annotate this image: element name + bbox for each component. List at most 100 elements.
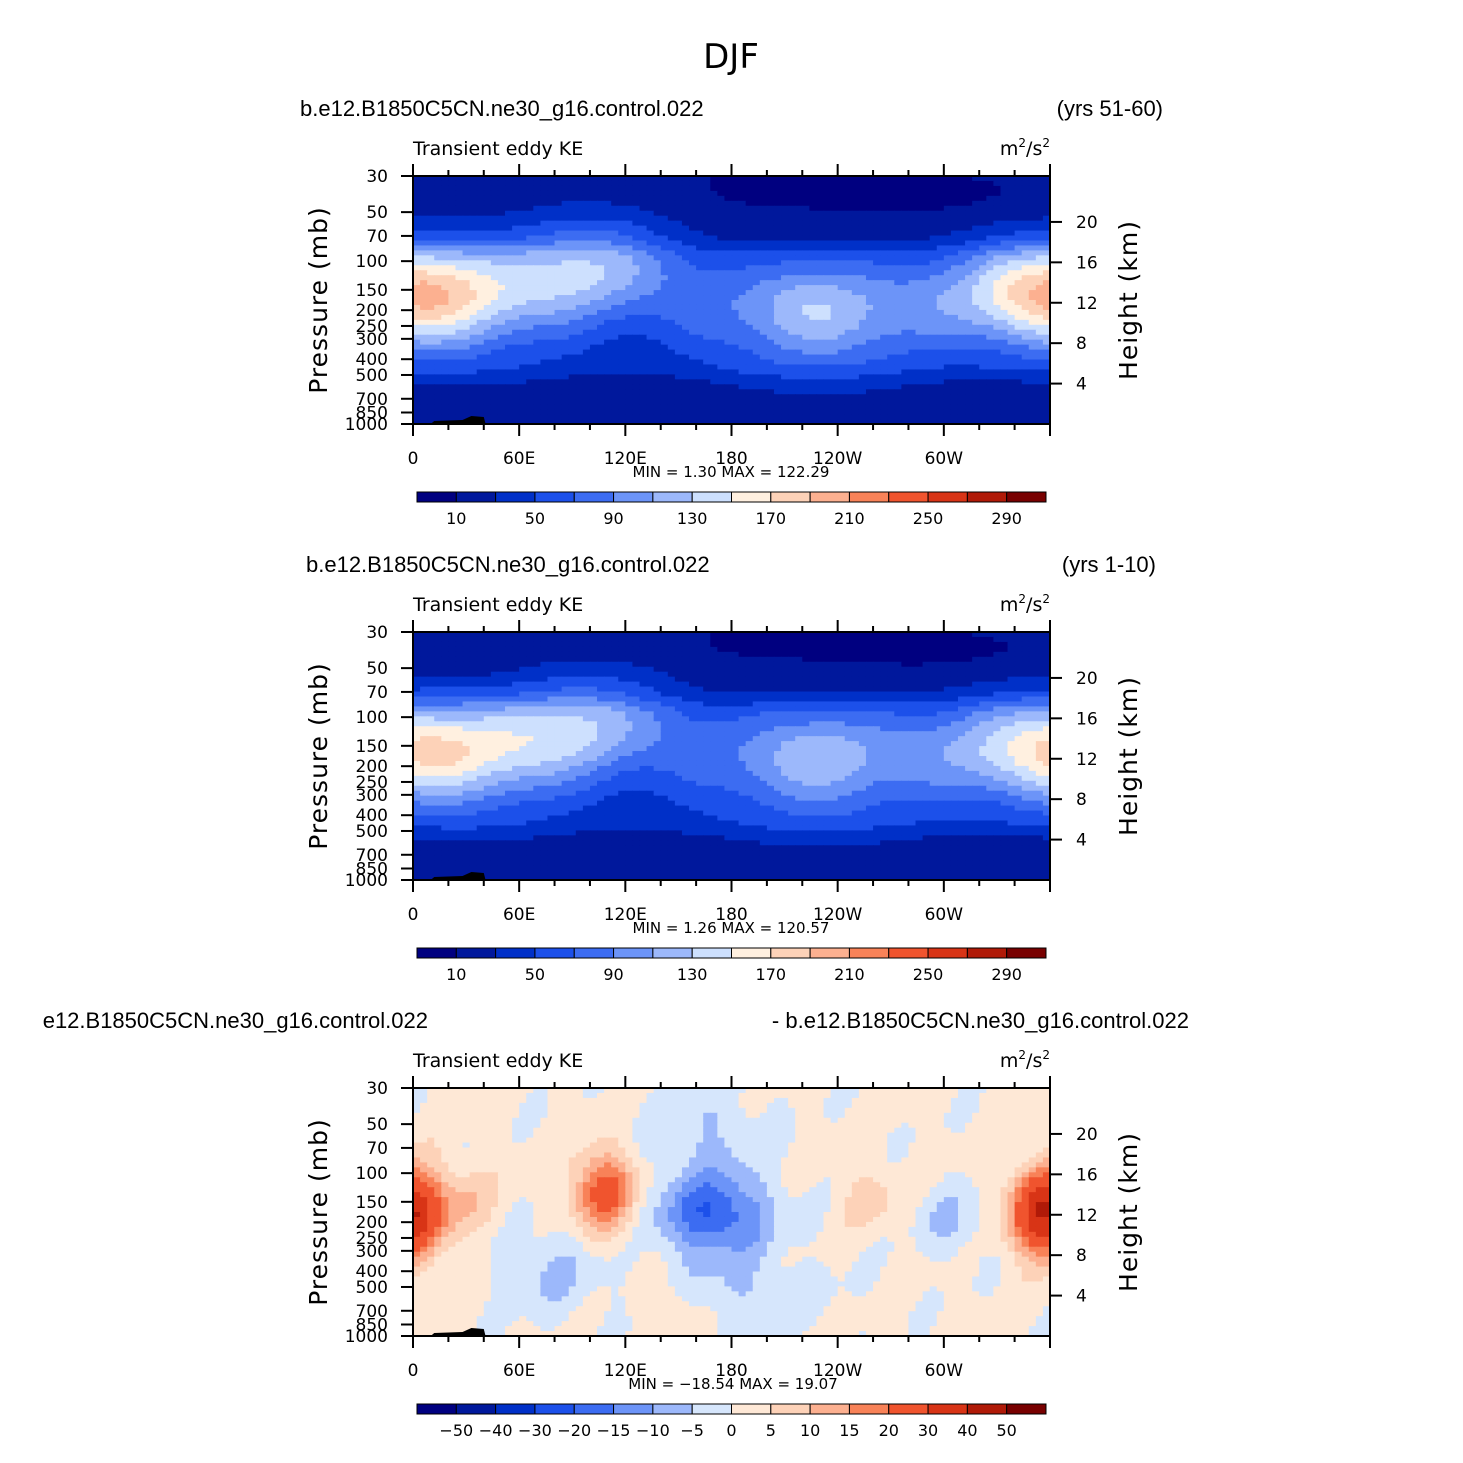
heatmap-cell	[575, 176, 584, 182]
heatmap-cell	[802, 409, 810, 415]
heatmap-cell	[618, 215, 626, 222]
heatmap-cell	[837, 235, 846, 242]
heatmap-cell	[894, 215, 902, 222]
heatmap-cell	[639, 275, 648, 281]
heatmap-cell	[887, 265, 895, 271]
heatmap-cell	[618, 205, 626, 212]
heatmap-cell	[1014, 636, 1023, 643]
heatmap-cell	[901, 210, 910, 217]
heatmap-cell	[490, 334, 499, 341]
heatmap-cell	[611, 369, 619, 375]
heatmap-cell	[476, 334, 485, 341]
heatmap-cell	[462, 314, 471, 321]
heatmap-cell	[483, 285, 492, 291]
heatmap-cell	[781, 200, 789, 207]
heatmap-cell	[837, 260, 846, 266]
heatmap-cell	[1042, 404, 1051, 410]
heatmap-cell	[773, 384, 782, 390]
heatmap-cell	[745, 205, 754, 212]
heatmap-cell	[915, 374, 924, 380]
heatmap-cell	[625, 245, 634, 251]
heatmap-cell	[561, 285, 570, 291]
heatmap-cell	[1021, 280, 1030, 286]
heatmap-cell	[979, 364, 987, 371]
heatmap-cell	[1021, 334, 1030, 341]
heatmap-cell	[533, 319, 541, 326]
heatmap-cell	[915, 200, 924, 207]
heatmap-cell	[568, 314, 577, 321]
heatmap-cell	[597, 334, 605, 341]
heatmap-cell	[483, 280, 492, 286]
heatmap-cell	[547, 329, 556, 336]
heatmap-cell	[1014, 240, 1023, 247]
heatmap-cell	[703, 176, 711, 182]
heatmap-cell	[816, 275, 825, 281]
heatmap-cell	[653, 379, 662, 385]
heatmap-cell	[646, 290, 655, 296]
heatmap-cell	[639, 280, 648, 286]
heatmap-cell	[731, 304, 740, 311]
heatmap-cell	[505, 304, 513, 311]
heatmap-cell	[455, 200, 464, 207]
heatmap-cell	[823, 195, 832, 202]
heatmap-cell	[1014, 260, 1023, 266]
heatmap-cell	[936, 300, 945, 306]
heatmap-cell	[611, 394, 619, 400]
heatmap-cell	[689, 185, 697, 192]
heatmap-cell	[858, 399, 867, 405]
heatmap-cell	[738, 394, 747, 400]
heatmap-cell	[1035, 200, 1044, 207]
heatmap-cell	[936, 399, 945, 405]
heatmap-cell	[972, 304, 980, 311]
heatmap-cell	[568, 369, 577, 375]
heatmap-cell	[646, 636, 655, 643]
heatmap-cell	[1042, 255, 1051, 261]
heatmap-cell	[667, 394, 676, 400]
heatmap-cell	[561, 295, 570, 301]
heatmap-cell	[965, 364, 973, 371]
heatmap-cell	[519, 176, 527, 182]
heatmap-cell	[1014, 220, 1023, 227]
heatmap-cell	[745, 280, 754, 286]
heatmap-cell	[575, 210, 584, 217]
heatmap-cell	[660, 280, 669, 286]
heatmap-cell	[873, 225, 881, 232]
heatmap-cell	[1028, 265, 1037, 271]
heatmap-cell	[505, 200, 513, 207]
heatmap-cell	[979, 334, 987, 341]
heatmap-cell	[441, 304, 449, 311]
heatmap-cell	[922, 344, 931, 351]
heatmap-cell	[497, 220, 506, 227]
heatmap-cell	[1021, 359, 1030, 366]
units-units-exp1: 2	[1018, 136, 1026, 150]
heatmap-cell	[993, 349, 1002, 356]
heatmap-cell	[611, 270, 619, 276]
heatmap-cell	[420, 260, 428, 266]
heatmap-cell	[469, 394, 478, 400]
heatmap-cell	[865, 632, 874, 638]
heatmap-cell	[979, 354, 987, 361]
heatmap-cell	[887, 185, 895, 192]
heatmap-cell	[512, 334, 520, 341]
heatmap-cell	[703, 235, 711, 242]
heatmap-cell	[1007, 309, 1016, 316]
heatmap-cell	[420, 334, 428, 341]
heatmap-cell	[943, 349, 952, 356]
heatmap-cell	[660, 329, 669, 336]
heatmap-cell	[696, 265, 704, 271]
heatmap-cell	[752, 290, 761, 296]
colorbar-swatch	[1006, 491, 1047, 503]
heatmap-cell	[816, 344, 825, 351]
heatmap-cell	[809, 260, 818, 266]
heatmap-cell	[547, 394, 556, 400]
heatmap-cell	[611, 414, 619, 420]
heatmap-cell	[646, 339, 655, 346]
heatmap-cell	[957, 270, 966, 276]
heatmap-cell	[540, 404, 549, 410]
heatmap-cell	[611, 220, 619, 227]
heatmap-cell	[604, 646, 612, 653]
heatmap-cell	[830, 185, 839, 192]
heatmap-cell	[858, 285, 867, 291]
heatmap-cell	[413, 636, 421, 643]
heatmap-cell	[703, 374, 711, 380]
